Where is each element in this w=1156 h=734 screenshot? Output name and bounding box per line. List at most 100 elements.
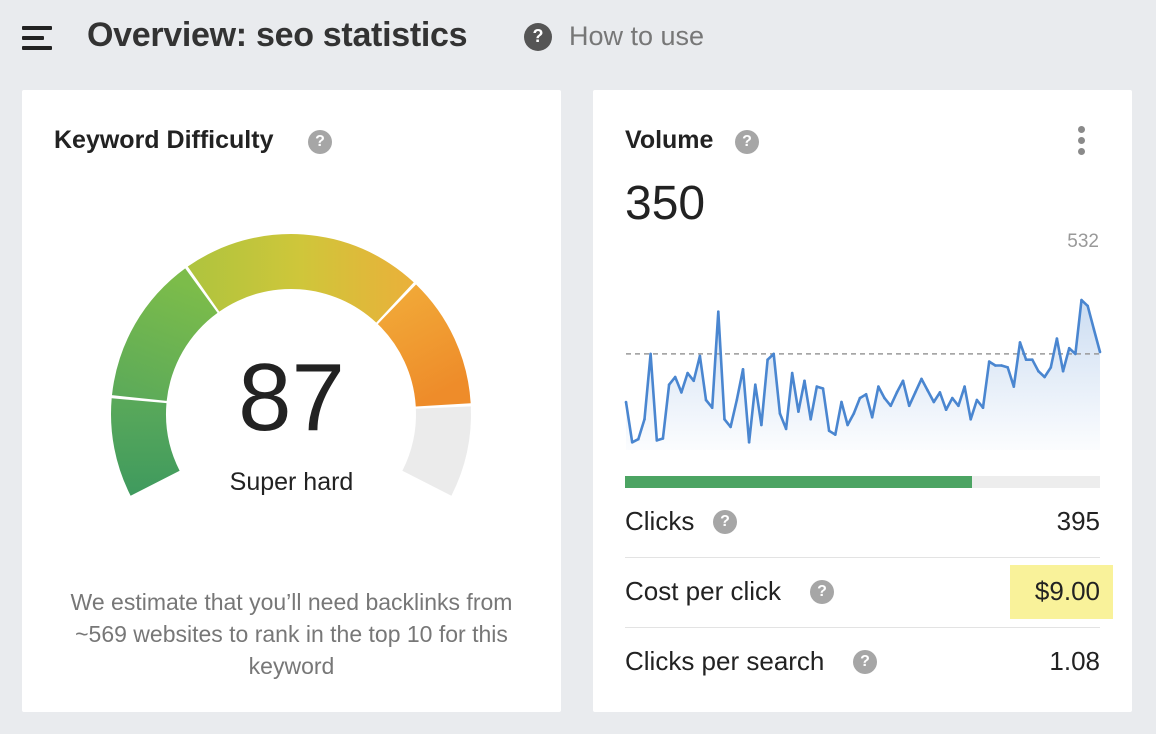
trend-point (901, 379, 905, 383)
trend-point (667, 383, 671, 387)
gauge-segment-very-hard (377, 284, 471, 407)
more-options-icon[interactable] (1075, 126, 1087, 156)
gauge-segment-remaining (402, 406, 472, 496)
trend-point (858, 396, 862, 400)
trend-point (932, 400, 936, 404)
trend-point (1006, 366, 1009, 369)
stat-row-clicks: Clicks ? 395 (625, 488, 1100, 556)
trend-point (944, 408, 948, 412)
stat-value: $9.00 (1034, 576, 1100, 606)
header: Overview: seo statistics ? How to use (0, 0, 1156, 76)
stat-value: 395 (1056, 506, 1100, 536)
trend-point (889, 404, 892, 408)
trend-point (846, 423, 849, 427)
trend-point (1024, 358, 1028, 362)
trend-point (895, 391, 899, 394)
trend-point (821, 387, 825, 390)
keyword-difficulty-help-icon[interactable]: ? (308, 130, 332, 154)
trend-point (643, 418, 646, 421)
trend-point (686, 371, 689, 375)
cpc-help-icon[interactable]: ? (810, 580, 834, 604)
volume-trend-chart (624, 298, 1102, 450)
trend-point (840, 400, 843, 404)
trend-point (1000, 364, 1003, 367)
trend-point (704, 398, 708, 402)
hamburger-menu-icon[interactable] (22, 24, 52, 50)
stat-name: Clicks (625, 506, 695, 536)
question-circle-icon: ? (524, 22, 552, 51)
trend-point (784, 427, 788, 431)
trend-point (754, 383, 757, 387)
trend-point (994, 364, 997, 367)
trend-point (975, 398, 979, 402)
trend-point (926, 389, 929, 392)
trend-line (624, 298, 1102, 444)
trend-point (1067, 346, 1071, 350)
trend-point (797, 410, 800, 413)
trend-point (1031, 358, 1034, 362)
trend-point (883, 396, 886, 400)
trend-point (809, 418, 812, 421)
stat-value: 1.08 (1049, 646, 1100, 676)
stat-name: Cost per click (625, 576, 782, 606)
volume-help-icon[interactable]: ? (735, 130, 759, 154)
divider (625, 557, 1100, 558)
keyword-difficulty-title: Keyword Difficulty (54, 126, 274, 154)
clicks-per-search-help-icon[interactable]: ? (853, 650, 877, 674)
trend-point (673, 375, 677, 379)
how-to-use-link[interactable]: ? How to use (524, 21, 704, 52)
trend-point (870, 416, 874, 419)
trend-point (987, 360, 991, 363)
difficulty-score: 87 (238, 344, 345, 451)
clicks-help-icon[interactable]: ? (713, 510, 737, 534)
trend-point (1092, 327, 1096, 331)
trend-point (834, 433, 837, 436)
trend-point (790, 371, 794, 375)
trend-point (1086, 304, 1089, 308)
trend-point (655, 439, 659, 442)
trend-point (1098, 350, 1102, 354)
trend-point (1080, 298, 1083, 302)
trend-point (747, 441, 751, 444)
stat-name: Clicks per search (625, 646, 825, 676)
trend-point (920, 377, 923, 381)
trend-point (864, 393, 868, 396)
trend-point (1012, 385, 1016, 388)
trend-point (957, 404, 960, 408)
trend-point (914, 391, 917, 394)
difficulty-gauge (110, 233, 472, 496)
trend-area (626, 300, 1100, 450)
trend-point (938, 391, 942, 394)
clicks-share-bar (625, 476, 1100, 488)
trend-point (1043, 375, 1046, 379)
trend-point (637, 437, 640, 441)
trend-point (1018, 341, 1022, 344)
difficulty-level: Super hard (229, 468, 354, 496)
trend-point (649, 352, 652, 356)
trend-point (698, 354, 702, 358)
trend-point (778, 412, 782, 415)
trend-point (680, 391, 683, 394)
trend-point (969, 418, 972, 421)
trend-point (963, 385, 966, 388)
volume-value: 350 (625, 177, 706, 230)
gauge-segment-easy (110, 398, 180, 496)
clicks-share-fill (625, 476, 972, 488)
stat-row-clicks-per-search: Clicks per search ? 1.08 (625, 628, 1100, 696)
trend-point (827, 429, 831, 433)
trend-max-label: 532 (1067, 231, 1099, 252)
trend-point (760, 423, 763, 427)
stat-row-cost-per-click: Cost per click ? $9.00 (625, 558, 1100, 626)
trend-point (741, 368, 745, 371)
backlinks-estimate: We estimate that you’ll need backlinks f… (70, 589, 513, 679)
trend-point (852, 412, 856, 415)
trend-point (981, 406, 985, 410)
cpc-highlight (1010, 565, 1113, 619)
trend-point (1074, 352, 1077, 356)
trend-point (1037, 369, 1040, 373)
trend-point (951, 396, 954, 400)
trend-point (661, 437, 665, 440)
volume-card: Volume ? 350 532 Clicks ? 395 Cost per c… (593, 90, 1132, 712)
trend-point (692, 379, 695, 383)
trend-point (1055, 337, 1059, 340)
